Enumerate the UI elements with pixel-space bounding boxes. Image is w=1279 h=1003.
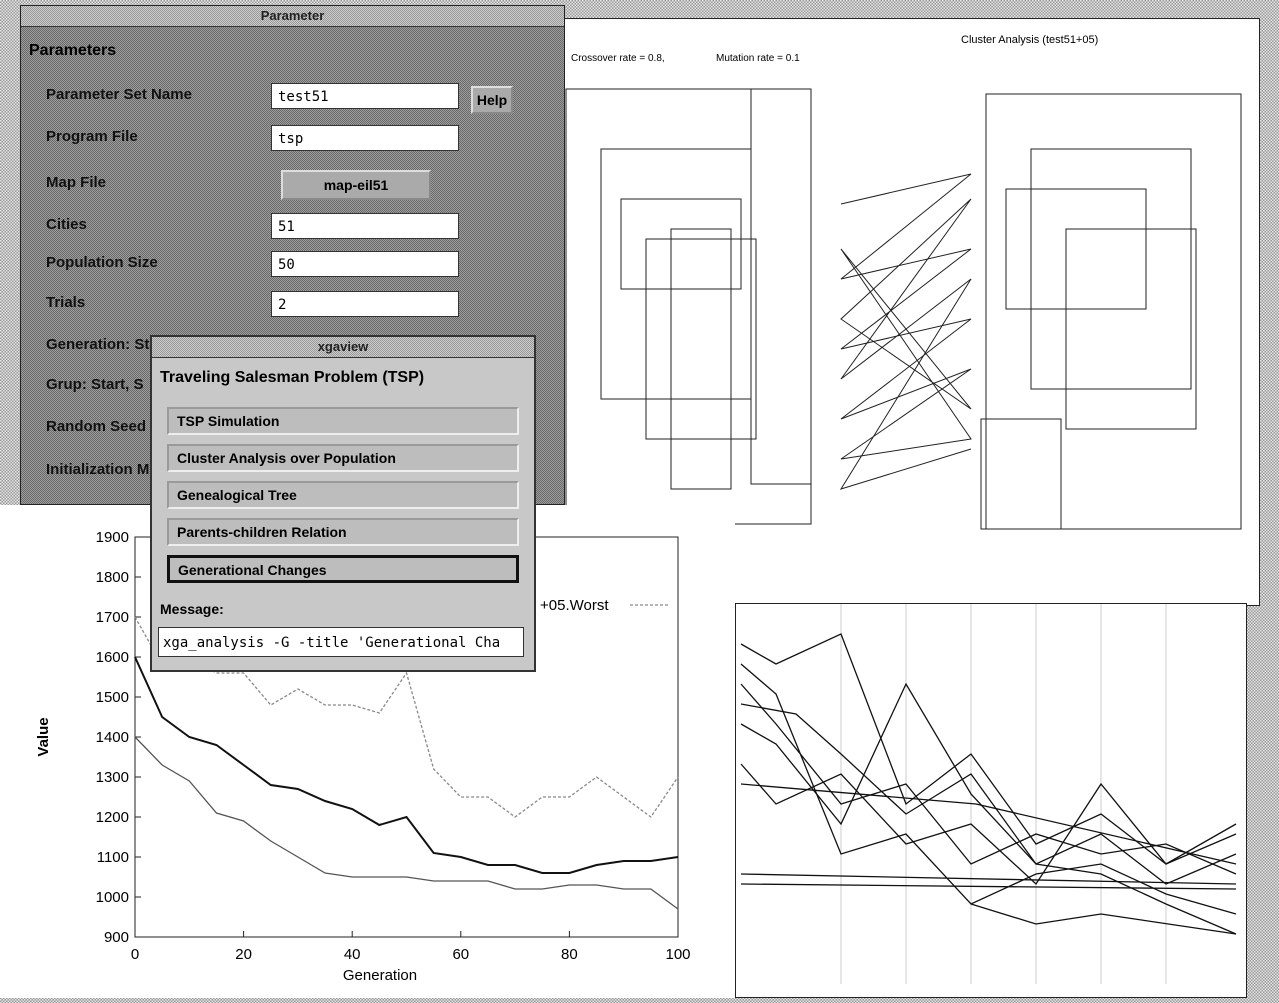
window-title: Cluster Analysis (test51+05) — [961, 34, 1098, 46]
y-tick-label: 1300 — [96, 769, 129, 786]
menu-button[interactable]: TSP Simulation — [167, 407, 519, 435]
menu-button[interactable]: Genealogical Tree — [167, 481, 519, 509]
crossover-label: Crossover rate = 0.8, — [571, 53, 665, 64]
menu-button[interactable]: Parents-children Relation — [167, 518, 519, 546]
y-tick-label: 1900 — [96, 529, 129, 546]
map-file-menu[interactable]: map-eil51 — [281, 170, 431, 200]
x-tick-label: 80 — [561, 946, 578, 963]
x-axis-label: Generation — [343, 967, 417, 984]
y-tick-label: 1700 — [96, 609, 129, 626]
x-tick-label: 40 — [344, 946, 361, 963]
field-label: Random Seed — [46, 418, 146, 435]
y-tick-label: 900 — [104, 929, 129, 946]
message-field[interactable]: xga_analysis -G -title 'Generational Cha — [158, 627, 524, 657]
y-tick-label: 1200 — [96, 809, 129, 826]
population-window — [735, 603, 1247, 998]
y-axis-label: Value — [35, 717, 52, 756]
field-label: Parameter Set Name — [46, 86, 192, 103]
y-tick-label: 1500 — [96, 689, 129, 706]
field-label: Cities — [46, 216, 87, 233]
help-button[interactable]: Help — [471, 86, 513, 114]
legend-label: +05.Worst — [540, 597, 609, 614]
field-label: Grup: Start, S — [46, 376, 144, 393]
x-tick-label: 0 — [131, 946, 139, 963]
y-tick-label: 1000 — [96, 889, 129, 906]
section-heading: Parameters — [29, 42, 116, 60]
population-view — [736, 604, 1246, 997]
field-label: Trials — [46, 294, 85, 311]
y-tick-label: 1800 — [96, 569, 129, 586]
screen: Cluster Analysis (test51+05) Crossover r… — [0, 0, 1279, 998]
message-label: Message: — [160, 601, 224, 617]
menu-button[interactable]: Generational Changes — [167, 555, 519, 583]
field-label: Generation: Sta — [46, 336, 158, 353]
series-line — [135, 657, 678, 873]
menu-heading: Traveling Salesman Problem (TSP) — [160, 369, 424, 387]
series-line — [135, 737, 678, 909]
text-field[interactable]: tsp — [271, 125, 459, 151]
text-field[interactable]: 50 — [271, 251, 459, 277]
text-field[interactable]: 2 — [271, 291, 459, 317]
x-tick-label: 60 — [452, 946, 469, 963]
text-field[interactable]: test51 — [271, 83, 459, 109]
dendrogram — [566, 89, 1241, 529]
xgaview-window: xgaview Traveling Salesman Problem (TSP)… — [150, 335, 536, 672]
x-tick-label: 20 — [235, 946, 252, 963]
mutation-label: Mutation rate = 0.1 — [716, 53, 800, 64]
y-tick-label: 1100 — [97, 849, 129, 866]
window-title: Parameter — [21, 6, 564, 27]
field-label: Initialization M — [46, 461, 149, 478]
text-field[interactable]: 51 — [271, 213, 459, 239]
field-label: Population Size — [46, 254, 158, 271]
y-tick-label: 1400 — [96, 729, 129, 746]
guide-lines — [841, 604, 1166, 984]
x-tick-label: 100 — [665, 946, 690, 963]
field-label: Map File — [46, 174, 106, 191]
menu-button[interactable]: Cluster Analysis over Population — [167, 444, 519, 472]
window-title: xgaview — [152, 337, 534, 358]
field-label: Program File — [46, 128, 138, 145]
y-tick-label: 1600 — [96, 649, 129, 666]
population-traces — [741, 634, 1236, 934]
